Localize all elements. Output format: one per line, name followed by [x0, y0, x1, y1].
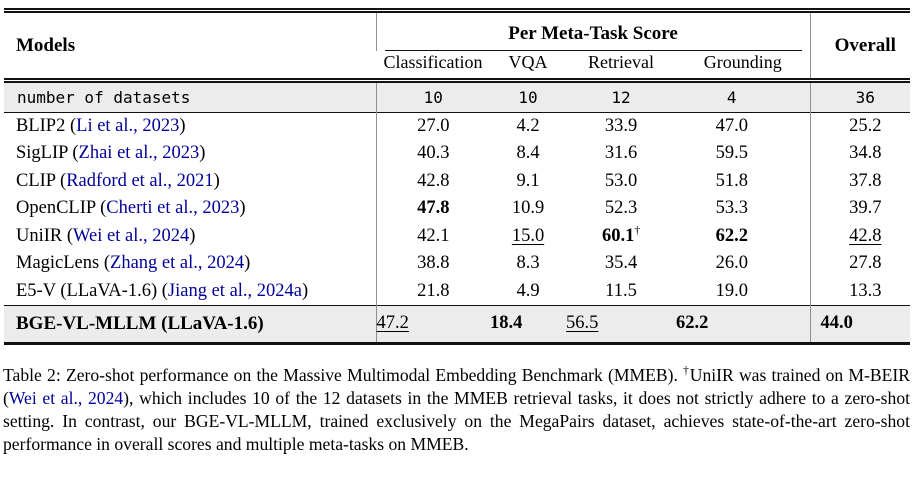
score-cell: 56.5	[566, 313, 599, 333]
model-name: BLIP2	[16, 116, 66, 136]
model-name-cell: E5-V (LLaVA-1.6) (Jiang et al., 2024a)	[16, 280, 309, 301]
classification-header: Classification	[383, 51, 483, 72]
score-cell: 35.4	[604, 253, 638, 274]
score-cell: 51.8	[715, 170, 748, 191]
citation-link[interactable]: Li et al., 2023	[76, 116, 180, 136]
score-cell: 38.8	[375, 250, 490, 278]
table-row: E5-V (LLaVA-1.6) (Jiang et al., 2024a) 21…	[4, 277, 910, 305]
grounding-header: Grounding	[703, 51, 782, 72]
score-cell: 4.2	[516, 116, 540, 136]
score-cell: 21.8	[375, 277, 490, 305]
score-cell: 8.4	[516, 143, 540, 164]
caption-text-1: Table 2: Zero-shot performance on the Ma…	[3, 364, 684, 385]
model-name-cell: SigLIP (Zhai et al., 2023)	[16, 143, 206, 164]
score-cell: 47.8	[375, 195, 490, 223]
score-cell: 62.2	[676, 313, 709, 333]
dataset-count-overall: 36	[809, 80, 910, 113]
citation-link[interactable]: Jiang et al., 2024a	[167, 280, 303, 301]
table-row: SigLIP (Zhai et al., 2023) 40.3 8.4 31.6 59.…	[4, 140, 910, 168]
retrieval-header: Retrieval	[588, 51, 654, 72]
score-cell: 31.6	[604, 143, 638, 164]
vqa-header: VQA	[508, 51, 548, 72]
score-cell: 10.9	[511, 198, 545, 219]
score-cell: 4.9	[516, 280, 540, 301]
dagger-icon: †	[683, 364, 690, 377]
table-caption: Table 2: Zero-shot performance on the Ma…	[3, 364, 910, 457]
score-cell: 33.9	[604, 116, 638, 136]
results-table: Models Per Meta-Task Score Overall Class…	[4, 8, 910, 345]
model-name-cell: BGE-VL-MLLM (LLaVA-1.6)	[4, 305, 376, 343]
score-cell: 39.7	[809, 195, 910, 223]
model-name-cell: OpenCLIP (Cherti et al., 2023)	[16, 198, 246, 219]
model-name: UniIR	[16, 225, 63, 246]
header-row-subcolumns: Classification VQA Retrieval Grounding	[4, 51, 910, 81]
header-row-group: Models Per Meta-Task Score Overall	[4, 10, 910, 81]
model-name: MagicLens	[16, 253, 100, 274]
score-cell: 18.4	[490, 313, 523, 333]
score-cell: 40.3	[375, 140, 490, 168]
score-cell: 34.8	[809, 140, 910, 168]
model-name-cell: BLIP2 (Li et al., 2023)	[16, 116, 186, 136]
table-row: BLIP2 (Li et al., 2023) 27.0 4.2 33.9 47.0 25…	[4, 112, 910, 140]
dataset-count-grounding: 4	[726, 88, 737, 107]
results-table-wrapper: Models Per Meta-Task Score Overall Class…	[4, 8, 910, 345]
score-cell: 53.0	[604, 170, 638, 191]
score-cell: 44.0	[809, 305, 910, 343]
model-name-cell: CLIP (Radford et al., 2021)	[16, 170, 220, 191]
score-cell: 52.3	[604, 198, 638, 219]
score-cell: 27.8	[809, 250, 910, 278]
models-header: Models	[16, 34, 76, 56]
citation-link[interactable]: Zhang et al., 2024	[110, 253, 245, 274]
dataset-count-classification: 10	[375, 80, 490, 113]
citation-link[interactable]: Wei et al., 2024	[73, 225, 190, 246]
score-cell: 59.5	[715, 143, 748, 164]
citation-link[interactable]: Wei et al., 2024	[8, 387, 124, 408]
score-cell: 47.0	[715, 116, 748, 136]
model-name-cell: MagicLens (Zhang et al., 2024)	[16, 253, 251, 274]
model-name: OpenCLIP	[16, 198, 96, 219]
model-name: CLIP	[16, 170, 56, 191]
score-cell: 11.5	[605, 280, 637, 301]
dataset-count-label: number of datasets	[17, 88, 191, 107]
score-cell: 60.1†	[601, 224, 641, 246]
score-cell: 25.2	[809, 112, 910, 140]
table-row: OpenCLIP (Cherti et al., 2023) 47.8 10.9 52…	[4, 195, 910, 223]
model-name: BGE-VL-MLLM (LLaVA-1.6)	[16, 312, 264, 334]
score-cell: 53.3	[715, 198, 748, 219]
overall-header: Overall	[809, 10, 910, 81]
score-cell: 19.0	[715, 280, 748, 301]
score-cell: 47.2	[375, 305, 490, 343]
table-row: BGE-VL-MLLM (LLaVA-1.6) 47.2 18.4 56.5 62.2 4…	[4, 305, 910, 343]
meta-task-group-label: Per Meta-Task Score	[384, 17, 802, 51]
meta-task-group-header: Per Meta-Task Score	[375, 10, 810, 51]
score-cell: 62.2	[715, 225, 748, 246]
score-cell: 27.0	[375, 112, 490, 140]
score-cell: 15.0	[511, 225, 545, 246]
score-cell: 8.3	[516, 253, 540, 274]
citation-link[interactable]: Zhai et al., 2023	[78, 143, 200, 164]
model-name-cell: UniIR (Wei et al., 2024)	[16, 225, 196, 246]
score-cell: 9.1	[516, 170, 540, 191]
model-name: SigLIP	[16, 143, 68, 164]
citation-link[interactable]: Radford et al., 2021	[66, 170, 214, 191]
score-cell: 42.1	[375, 222, 490, 250]
citation-link[interactable]: Cherti et al., 2023	[106, 198, 240, 219]
table-row: MagicLens (Zhang et al., 2024) 38.8 8.3 35.…	[4, 250, 910, 278]
score-cell: 13.3	[809, 277, 910, 305]
score-cell: 42.8	[809, 222, 910, 250]
dagger-icon: †	[634, 224, 641, 237]
score-cell: 42.8	[375, 167, 490, 195]
model-name: E5-V (LLaVA-1.6)	[16, 280, 158, 301]
score-cell: 26.0	[715, 253, 748, 274]
caption-text-2: UniIR was trained on M-BEIR (	[3, 364, 910, 408]
dataset-count-retrieval: 12	[611, 88, 631, 107]
caption-text-3: ), which includes 10 of the 12 datasets …	[3, 387, 911, 455]
dataset-count-row: number of datasets 10 10 12 4 36	[4, 80, 910, 113]
dataset-count-vqa: 10	[518, 88, 538, 107]
table-row: UniIR (Wei et al., 2024) 42.1 15.0 60.1† 62.…	[4, 222, 910, 250]
table-row: CLIP (Radford et al., 2021) 42.8 9.1 53.0 51…	[4, 167, 910, 195]
score-cell: 37.8	[809, 167, 910, 195]
